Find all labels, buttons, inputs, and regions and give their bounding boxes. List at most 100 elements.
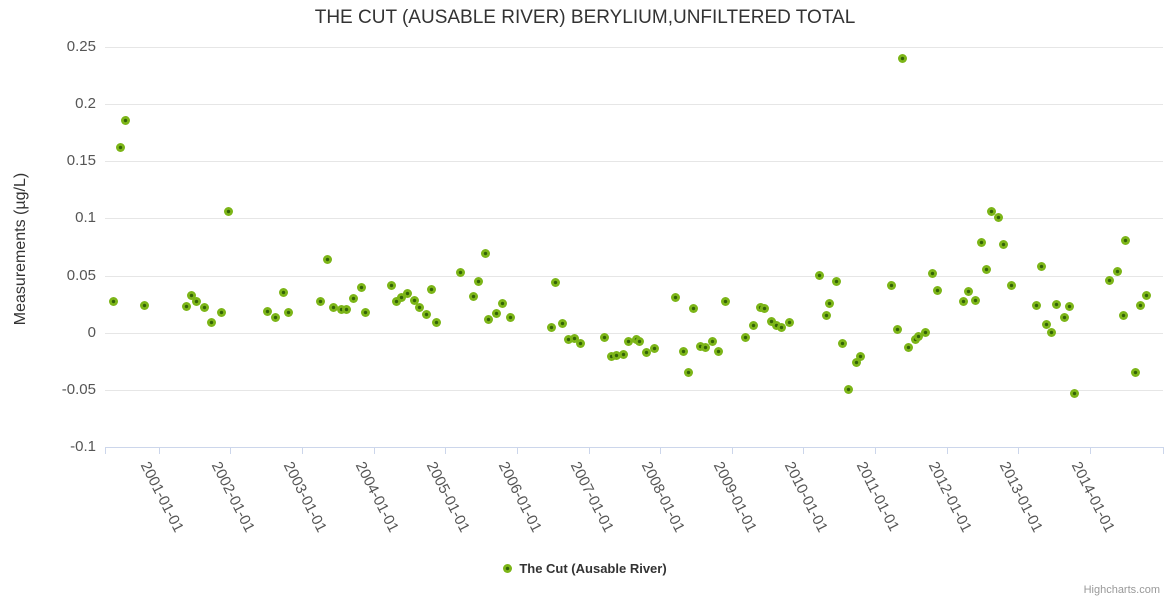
- data-point[interactable]: [491, 308, 501, 318]
- data-point[interactable]: [349, 293, 359, 303]
- data-point[interactable]: [963, 287, 973, 297]
- data-point[interactable]: [624, 337, 634, 347]
- data-point[interactable]: [642, 347, 652, 357]
- data-point[interactable]: [361, 307, 371, 317]
- data-point[interactable]: [851, 357, 861, 367]
- data-point[interactable]: [1105, 275, 1115, 285]
- data-point[interactable]: [970, 296, 980, 306]
- data-point[interactable]: [714, 346, 724, 356]
- data-point[interactable]: [409, 296, 419, 306]
- data-point[interactable]: [887, 281, 897, 291]
- data-point[interactable]: [1065, 301, 1075, 311]
- data-point[interactable]: [897, 53, 907, 63]
- data-point[interactable]: [557, 319, 567, 329]
- data-point[interactable]: [505, 313, 515, 323]
- data-point[interactable]: [749, 321, 759, 331]
- data-point[interactable]: [341, 305, 351, 315]
- data-point[interactable]: [649, 344, 659, 354]
- data-point[interactable]: [695, 341, 705, 351]
- data-point[interactable]: [921, 328, 931, 338]
- data-point[interactable]: [606, 352, 616, 362]
- data-point[interactable]: [740, 332, 750, 342]
- data-point[interactable]: [392, 297, 402, 307]
- data-point[interactable]: [688, 304, 698, 314]
- data-point[interactable]: [480, 249, 490, 259]
- data-point[interactable]: [1031, 300, 1041, 310]
- data-point[interactable]: [1142, 290, 1152, 300]
- data-point[interactable]: [766, 316, 776, 326]
- data-point[interactable]: [217, 307, 227, 317]
- data-point[interactable]: [1059, 313, 1069, 323]
- data-point[interactable]: [116, 143, 126, 153]
- data-point[interactable]: [927, 268, 937, 278]
- data-point[interactable]: [270, 313, 280, 323]
- data-point[interactable]: [397, 292, 407, 302]
- data-point[interactable]: [483, 314, 493, 324]
- data-point[interactable]: [825, 298, 835, 308]
- data-point[interactable]: [206, 317, 216, 327]
- data-point[interactable]: [759, 304, 769, 314]
- legend-item[interactable]: The Cut (Ausable River): [0, 561, 1170, 576]
- data-point[interactable]: [182, 301, 192, 311]
- data-point[interactable]: [422, 309, 432, 319]
- data-point[interactable]: [1113, 266, 1123, 276]
- data-point[interactable]: [683, 368, 693, 378]
- data-point[interactable]: [1136, 300, 1146, 310]
- data-point[interactable]: [987, 207, 997, 217]
- data-point[interactable]: [1131, 368, 1141, 378]
- data-point[interactable]: [1042, 320, 1052, 330]
- data-point[interactable]: [432, 317, 442, 327]
- data-point[interactable]: [1047, 328, 1057, 338]
- data-point[interactable]: [999, 240, 1009, 250]
- data-point[interactable]: [821, 311, 831, 321]
- data-point[interactable]: [981, 265, 991, 275]
- data-point[interactable]: [838, 338, 848, 348]
- data-point[interactable]: [120, 115, 130, 125]
- data-point[interactable]: [634, 337, 644, 347]
- data-point[interactable]: [814, 271, 824, 281]
- data-point[interactable]: [1036, 261, 1046, 271]
- data-point[interactable]: [1119, 311, 1129, 321]
- data-point[interactable]: [468, 291, 478, 301]
- data-point[interactable]: [1070, 388, 1080, 398]
- data-point[interactable]: [771, 321, 781, 331]
- data-point[interactable]: [599, 332, 609, 342]
- data-point[interactable]: [1051, 299, 1061, 309]
- data-point[interactable]: [720, 297, 730, 307]
- data-point[interactable]: [356, 282, 366, 292]
- data-point[interactable]: [139, 300, 149, 310]
- data-point[interactable]: [707, 337, 717, 347]
- data-point[interactable]: [892, 324, 902, 334]
- data-point[interactable]: [831, 276, 841, 286]
- data-point[interactable]: [671, 292, 681, 302]
- data-point[interactable]: [914, 331, 924, 341]
- data-point[interactable]: [856, 352, 866, 362]
- data-point[interactable]: [678, 346, 688, 356]
- data-point[interactable]: [316, 297, 326, 307]
- data-point[interactable]: [932, 285, 942, 295]
- data-point[interactable]: [473, 276, 483, 286]
- data-point[interactable]: [323, 255, 333, 265]
- data-point[interactable]: [498, 298, 508, 308]
- data-point[interactable]: [777, 322, 787, 332]
- data-point[interactable]: [387, 281, 397, 291]
- data-point[interactable]: [278, 288, 288, 298]
- data-point[interactable]: [263, 306, 273, 316]
- data-point[interactable]: [455, 267, 465, 277]
- data-point[interactable]: [187, 290, 197, 300]
- data-point[interactable]: [329, 303, 338, 313]
- data-point[interactable]: [576, 338, 586, 348]
- data-point[interactable]: [551, 277, 561, 287]
- data-point[interactable]: [224, 207, 234, 217]
- highcharts-credit-link[interactable]: Highcharts.com: [1083, 584, 1160, 596]
- data-point[interactable]: [336, 305, 346, 315]
- data-point[interactable]: [784, 317, 794, 327]
- data-point[interactable]: [844, 385, 854, 395]
- data-point[interactable]: [611, 351, 621, 361]
- data-point[interactable]: [976, 237, 986, 247]
- data-point[interactable]: [701, 343, 711, 353]
- data-point[interactable]: [546, 322, 556, 332]
- data-point[interactable]: [192, 297, 202, 307]
- data-point[interactable]: [200, 303, 210, 313]
- data-point[interactable]: [109, 297, 119, 307]
